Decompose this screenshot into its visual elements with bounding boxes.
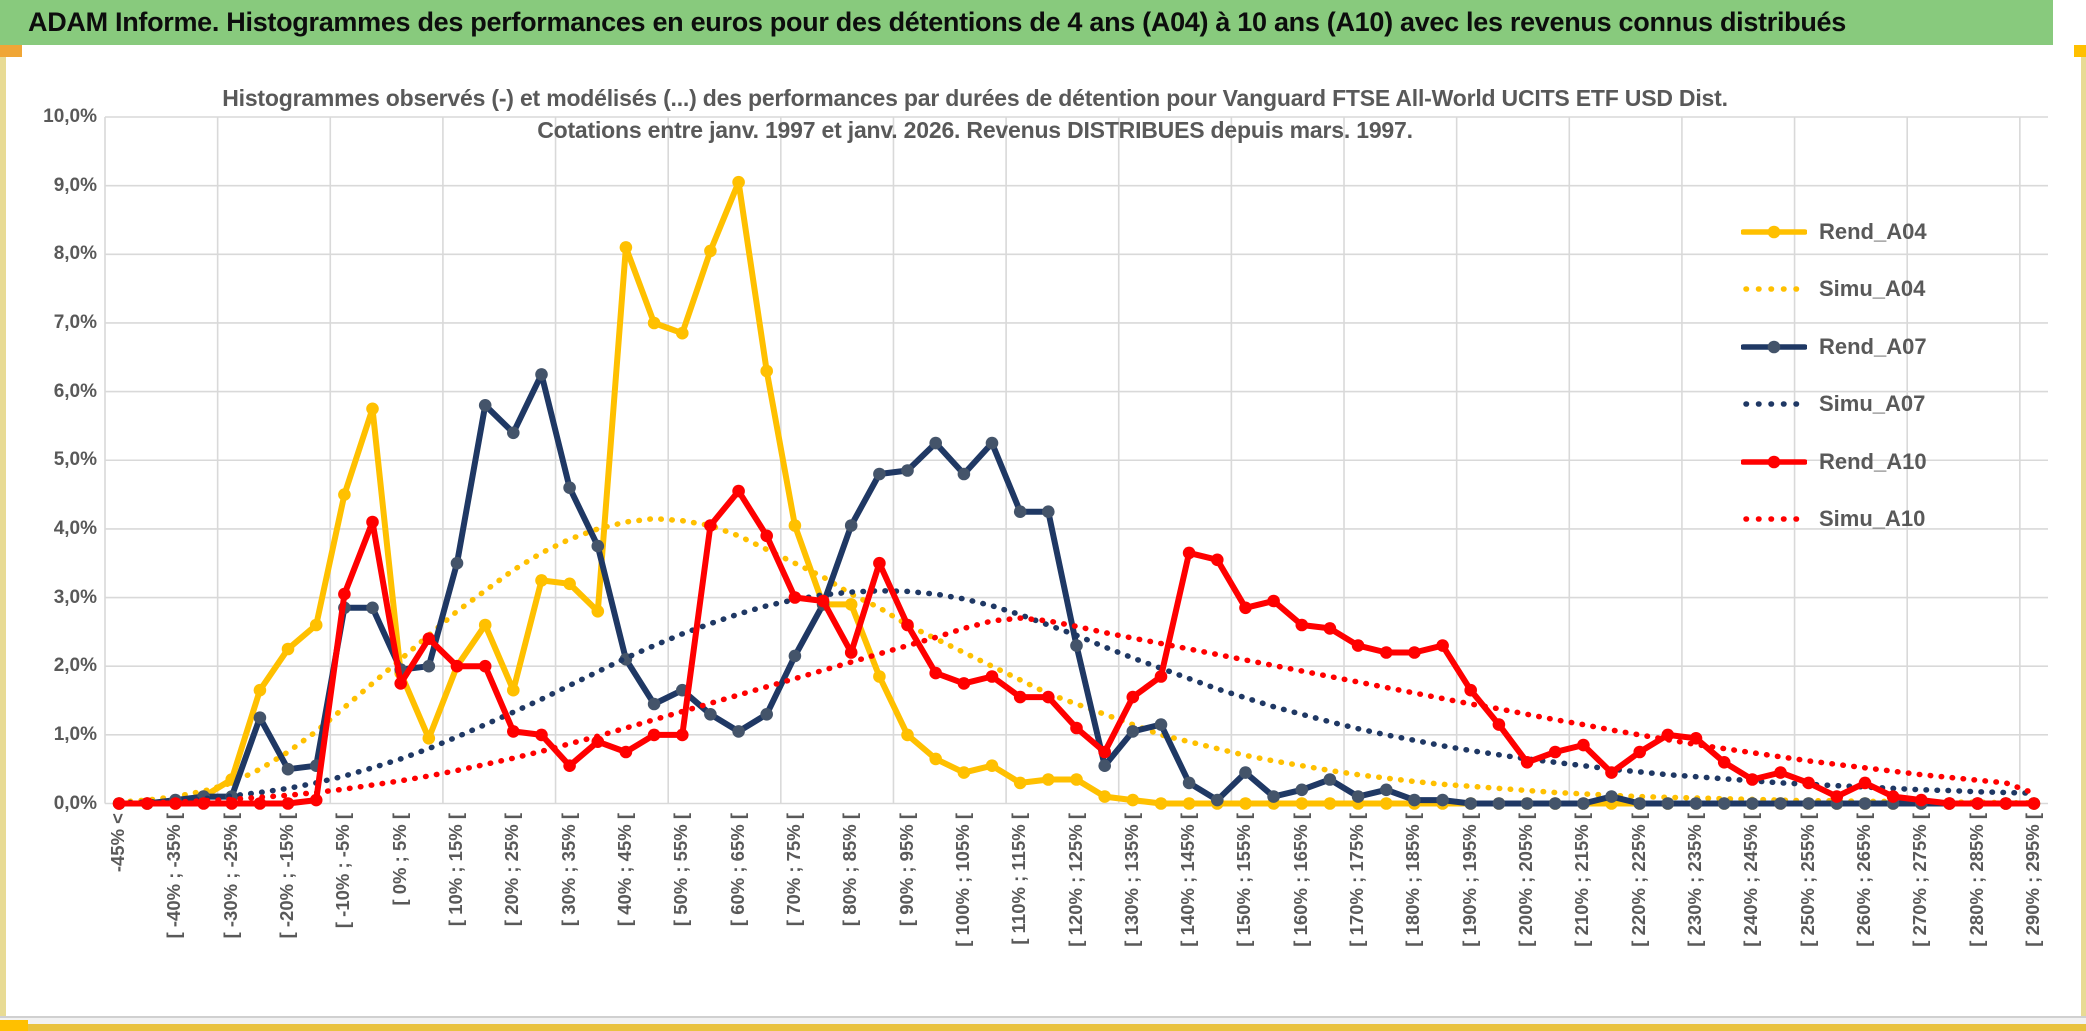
x-tick-label: [ 150% ; 155% [ (1233, 813, 1255, 947)
x-tick-label: [ 270% ; 275% [ (1909, 813, 1931, 947)
left-corner-tab (0, 45, 22, 57)
y-tick-label: 3,0% (53, 586, 97, 608)
legend-label: Simu_A10 (1819, 506, 1926, 532)
legend-label: Rend_A10 (1819, 448, 1927, 474)
y-tick-label: 1,0% (53, 723, 97, 745)
x-tick-label: [ 60% ; 65% [ (726, 813, 748, 927)
x-tick-label: [ 70% ; 75% [ (782, 813, 804, 927)
dotted-line-swatch (1743, 516, 1805, 522)
legend-label: Rend_A04 (1819, 218, 1927, 244)
y-tick-label: 6,0% (53, 380, 97, 402)
bottom-edge-border (0, 1024, 2086, 1031)
window-title: ADAM Informe. Histogrammes des performan… (28, 7, 1846, 37)
chart-title-line1: Histogrammes observés (-) et modélisés (… (222, 85, 1728, 111)
x-tick-label: [ 240% ; 245% [ (1740, 813, 1762, 947)
y-tick-label: 7,0% (53, 311, 97, 333)
x-tick-label: [ 170% ; 175% [ (1346, 813, 1368, 947)
x-tick-label: [ -30% ; -25% [ (219, 813, 241, 939)
x-tick-label: [ 140% ; 145% [ (1177, 813, 1199, 947)
x-tick-label: [ 90% ; 95% [ (895, 813, 917, 927)
x-tick-label: [ 100% ; 105% [ (951, 813, 973, 947)
series-Simu_A10 (116, 615, 2037, 807)
y-tick-label: 9,0% (53, 174, 97, 196)
legend-label: Simu_A07 (1819, 391, 1926, 417)
series-Simu_A04 (116, 515, 2037, 806)
x-tick-label: [ 80% ; 85% [ (839, 813, 861, 927)
x-tick-label: [ 260% ; 265% [ (1852, 813, 1874, 947)
legend-item-Simu_A04[interactable]: Simu_A04 (1741, 261, 1927, 319)
x-tick-label: [ 30% ; 35% [ (557, 813, 579, 927)
x-tick-label: [ 230% ; 235% [ (1684, 813, 1705, 947)
x-tick-label: [ 190% ; 195% [ (1458, 813, 1480, 947)
legend-item-Rend_A07[interactable]: Rend_A07 (1741, 318, 1927, 376)
x-tick-label: [ 130% ; 135% [ (1120, 813, 1142, 947)
x-tick-label: [ 250% ; 255% [ (1796, 813, 1818, 947)
y-tick-label: 10,0% (43, 106, 97, 127)
x-tick-label: [ 180% ; 185% [ (1402, 813, 1424, 947)
series-Simu_A07 (116, 587, 2037, 806)
y-tick-label: 5,0% (53, 449, 97, 471)
x-tick-label: [ 220% ; 225% [ (1627, 813, 1649, 947)
solid-line-swatch (1741, 225, 1807, 239)
y-tick-label: 8,0% (53, 243, 97, 265)
x-tick-label: [ 290% ; 295% [ (2021, 813, 2043, 947)
y-tick-label: 4,0% (53, 517, 97, 539)
x-tick-label: [ 0% ; 5% [ (388, 813, 410, 906)
x-tick-label: [ 210% ; 215% [ (1571, 813, 1593, 947)
x-tick-label: [ 200% ; 205% [ (1515, 813, 1537, 947)
x-tick-label: [ 110% ; 115% [ (1008, 813, 1030, 945)
solid-line-swatch (1741, 340, 1807, 354)
legend-label: Simu_A04 (1819, 276, 1926, 302)
x-tick-label: [ 120% ; 125% [ (1064, 813, 1086, 947)
x-tick-label: [ -10% ; -5% [ (332, 813, 354, 929)
left-edge-border (0, 57, 6, 1020)
legend-item-Simu_A07[interactable]: Simu_A07 (1741, 376, 1927, 434)
x-tick-label: [ 20% ; 25% [ (501, 813, 523, 927)
chart-legend: Rend_A04 Simu_A04 Rend_A07 Simu_A07 Rend_A10… (1741, 203, 1927, 548)
legend-item-Rend_A04[interactable]: Rend_A04 (1741, 203, 1927, 261)
y-tick-label: 0,0% (53, 792, 97, 814)
x-tick-label: [ 10% ; 15% [ (444, 813, 466, 927)
window-title-bar: ADAM Informe. Histogrammes des performan… (0, 0, 2053, 45)
x-tick-label: [ 40% ; 45% [ (613, 813, 635, 927)
x-tick-label: [ 160% ; 165% [ (1289, 813, 1311, 947)
x-tick-label: [ -20% ; -15% [ (276, 813, 298, 939)
right-edge-border (2081, 57, 2086, 1020)
solid-line-swatch (1741, 455, 1807, 469)
x-tick-label: [ 280% ; 285% [ (1965, 813, 1987, 947)
series-Rend_A07 (112, 368, 2041, 810)
bottom-divider (0, 1016, 2086, 1018)
chart-title-line2: Cotations entre janv. 1997 et janv. 2026… (537, 117, 1413, 143)
legend-item-Simu_A10[interactable]: Simu_A10 (1741, 491, 1927, 549)
dotted-line-swatch (1743, 286, 1805, 292)
legend-item-Rend_A10[interactable]: Rend_A10 (1741, 433, 1927, 491)
x-tick-label: [ 50% ; 55% [ (670, 813, 692, 927)
bottom-left-handle (0, 1020, 28, 1031)
legend-label: Rend_A07 (1819, 333, 1927, 359)
x-tick-label: [ -40% ; -35% [ (163, 813, 185, 939)
x-tick-label: -45% < (107, 813, 129, 873)
chart-title: Histogrammes observés (-) et modélisés (… (0, 82, 1950, 146)
y-tick-label: 2,0% (53, 655, 97, 677)
series-Rend_A10 (112, 484, 2041, 810)
right-corner-notch (2074, 45, 2086, 57)
dotted-line-swatch (1743, 401, 1805, 407)
bottom-strip (0, 1018, 2086, 1024)
